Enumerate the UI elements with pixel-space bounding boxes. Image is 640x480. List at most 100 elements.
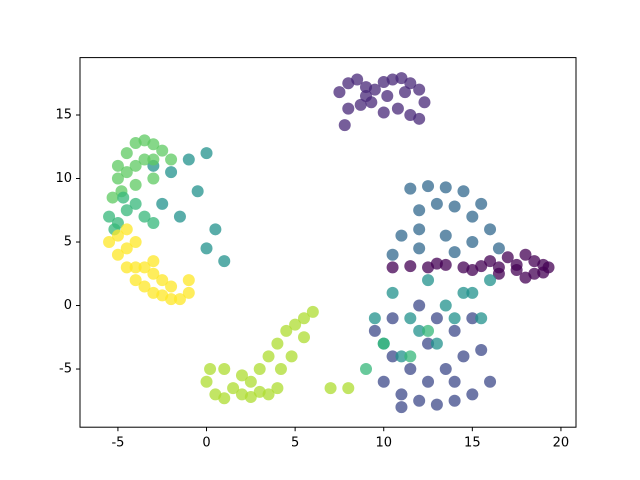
axes-frame bbox=[79, 57, 577, 428]
point bbox=[262, 388, 275, 401]
point bbox=[165, 280, 178, 293]
point bbox=[156, 274, 169, 287]
point bbox=[466, 312, 479, 325]
y-tick-label: 15 bbox=[55, 108, 72, 123]
point bbox=[377, 337, 390, 350]
point bbox=[404, 260, 417, 273]
point bbox=[289, 318, 302, 331]
point bbox=[484, 255, 497, 268]
point bbox=[391, 102, 404, 115]
point bbox=[430, 257, 443, 270]
point bbox=[351, 73, 364, 86]
point bbox=[386, 312, 399, 325]
point bbox=[306, 305, 319, 318]
point bbox=[422, 375, 435, 388]
point bbox=[368, 312, 381, 325]
point bbox=[492, 261, 505, 274]
point bbox=[218, 363, 231, 376]
point bbox=[466, 236, 479, 249]
point bbox=[413, 112, 426, 125]
point bbox=[173, 293, 186, 306]
point bbox=[484, 223, 497, 236]
point bbox=[111, 248, 124, 261]
point bbox=[129, 236, 142, 249]
point bbox=[381, 89, 394, 102]
point bbox=[439, 229, 452, 242]
point bbox=[368, 324, 381, 337]
point bbox=[413, 299, 426, 312]
point bbox=[413, 223, 426, 236]
point bbox=[138, 280, 151, 293]
point bbox=[422, 274, 435, 287]
point bbox=[439, 363, 452, 376]
point bbox=[138, 153, 151, 166]
point bbox=[235, 369, 248, 382]
point bbox=[418, 96, 431, 109]
point bbox=[129, 261, 142, 274]
point bbox=[404, 350, 417, 363]
point bbox=[422, 180, 435, 193]
point bbox=[475, 343, 488, 356]
point bbox=[129, 274, 142, 287]
point bbox=[448, 200, 461, 213]
point bbox=[120, 166, 133, 179]
point bbox=[360, 363, 373, 376]
point bbox=[120, 147, 133, 160]
point bbox=[475, 197, 488, 210]
point bbox=[542, 261, 555, 274]
point bbox=[448, 246, 461, 259]
point bbox=[156, 144, 169, 157]
point bbox=[466, 286, 479, 299]
point bbox=[274, 363, 287, 376]
point bbox=[386, 350, 399, 363]
point bbox=[386, 73, 399, 86]
point bbox=[342, 382, 355, 395]
point bbox=[129, 178, 142, 191]
point bbox=[147, 267, 160, 280]
point bbox=[338, 119, 351, 132]
point bbox=[519, 248, 532, 261]
point bbox=[528, 267, 541, 280]
point bbox=[466, 263, 479, 276]
point bbox=[457, 185, 470, 198]
point bbox=[413, 83, 426, 96]
point bbox=[182, 153, 195, 166]
point bbox=[439, 181, 452, 194]
point bbox=[138, 261, 151, 274]
point bbox=[173, 210, 186, 223]
point bbox=[422, 337, 435, 350]
point bbox=[457, 286, 470, 299]
point bbox=[386, 261, 399, 274]
point bbox=[182, 286, 195, 299]
point bbox=[103, 210, 116, 223]
x-tick-label: 10 bbox=[375, 436, 392, 451]
y-tick-label: 5 bbox=[64, 235, 72, 250]
point bbox=[120, 261, 133, 274]
point bbox=[297, 331, 310, 344]
point bbox=[182, 274, 195, 287]
y-tick-label: -5 bbox=[59, 362, 72, 377]
point bbox=[422, 324, 435, 337]
point bbox=[333, 86, 346, 99]
point bbox=[413, 394, 426, 407]
point bbox=[448, 324, 461, 337]
point bbox=[103, 236, 116, 249]
point bbox=[106, 191, 119, 204]
point bbox=[120, 223, 133, 236]
point bbox=[492, 242, 505, 255]
point bbox=[448, 375, 461, 388]
point bbox=[204, 363, 217, 376]
point bbox=[342, 102, 355, 115]
point bbox=[120, 204, 133, 217]
point bbox=[227, 382, 240, 395]
point bbox=[404, 312, 417, 325]
point bbox=[218, 255, 231, 268]
point bbox=[448, 312, 461, 325]
point bbox=[138, 210, 151, 223]
point bbox=[271, 337, 284, 350]
point bbox=[111, 172, 124, 185]
point bbox=[430, 337, 443, 350]
point bbox=[466, 210, 479, 223]
y-tick-label: 10 bbox=[55, 171, 72, 186]
